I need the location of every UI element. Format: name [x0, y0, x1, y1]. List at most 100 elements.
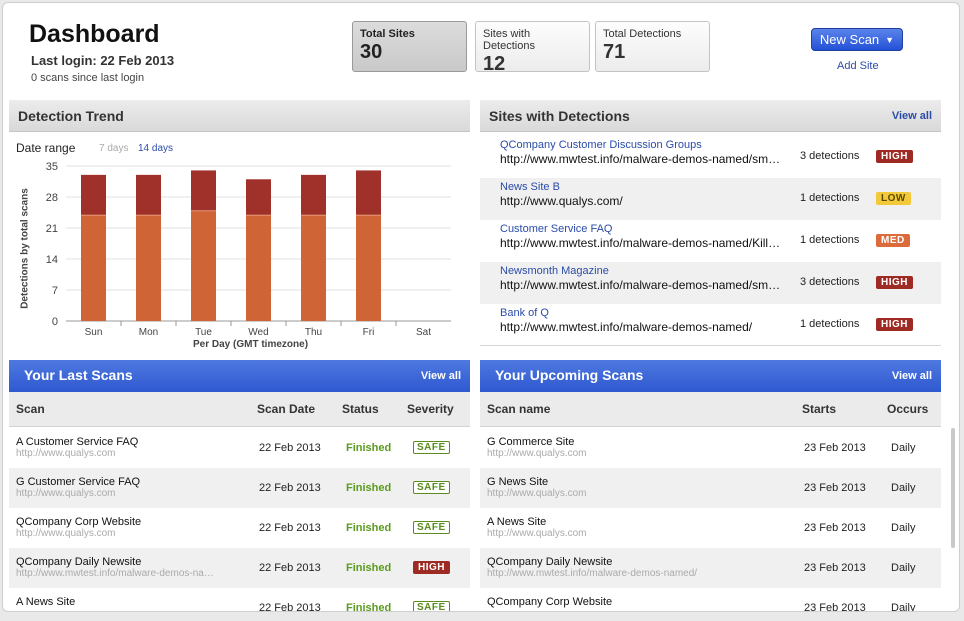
bar-segment	[246, 214, 271, 321]
site-url: http://www.mwtest.info/malware-demos-nam…	[500, 152, 781, 166]
table-row[interactable]: A Customer Service FAQ http://www.qualys.…	[9, 428, 470, 468]
column-header-starts[interactable]: Starts	[802, 402, 837, 416]
table-row[interactable]: G Customer Service FAQ http://www.qualys.…	[9, 468, 470, 508]
x-tick-label: Sun	[85, 327, 103, 338]
detection-trend-title: Detection Trend	[18, 108, 124, 124]
column-header-status[interactable]: Status	[342, 402, 379, 416]
page-title: Dashboard	[29, 20, 160, 48]
scan-status: Finished	[346, 482, 392, 494]
detection-count: 1 detections	[800, 192, 860, 204]
site-name-link[interactable]: News Site B	[500, 181, 560, 193]
column-header-scan[interactable]: Scan	[16, 402, 45, 416]
scan-date: 22 Feb 2013	[259, 442, 321, 454]
severity-badge: SAFE	[413, 441, 450, 454]
sites-detections-title: Sites with Detections	[489, 108, 630, 124]
site-name-link[interactable]: QCompany Customer Discussion Groups	[500, 139, 702, 151]
table-row[interactable]: G News Site http://www.qualys.com 23 Feb 2…	[480, 468, 941, 508]
upcoming-scans-scrollbar[interactable]	[951, 428, 955, 548]
column-header-scan-date[interactable]: Scan Date	[257, 402, 316, 416]
table-row[interactable]: QCompany Daily Newsite http://www.mwtest.…	[9, 548, 470, 588]
scan-name: QCompany Daily Newsite	[16, 556, 142, 568]
scan-occurs: Daily	[891, 602, 916, 612]
stat-total-sites[interactable]: Total Sites 30	[352, 21, 467, 72]
stat-value: 71	[603, 41, 626, 63]
add-site-link[interactable]: Add Site	[837, 60, 879, 72]
scan-status: Finished	[346, 442, 392, 454]
severity-badge: SAFE	[413, 481, 450, 494]
date-range-label: Date range	[16, 141, 76, 155]
scan-starts: 23 Feb 2013	[804, 442, 866, 454]
scan-status: Finished	[346, 522, 392, 534]
y-tick-label: 28	[46, 192, 58, 204]
last-login-text: Last login: 22 Feb 2013	[31, 53, 175, 68]
scan-url: http://www.mwtest.info/malware-demos-na…	[16, 568, 214, 579]
table-row[interactable]: QCompany Corp Website 23 Feb 2013 Daily	[480, 588, 941, 612]
scan-name: QCompany Corp Website	[16, 516, 142, 528]
upcoming-scans-table-header: Scan name Starts Occurs	[480, 392, 941, 427]
sites-detections-view-all-link[interactable]: View all	[891, 110, 932, 122]
chart-x-axis-label: Per Day (GMT timezone)	[193, 339, 309, 350]
y-tick-label: 35	[46, 161, 58, 173]
bar-segment	[191, 170, 216, 211]
detection-count: 1 detections	[800, 318, 860, 330]
detection-count: 3 detections	[800, 276, 860, 288]
upcoming-scans-view-all-link[interactable]: View all	[891, 370, 932, 382]
site-url: http://www.qualys.com/	[500, 194, 623, 208]
upcoming-scans-title: Your Upcoming Scans	[495, 367, 644, 383]
site-name-link[interactable]: Customer Service FAQ	[500, 223, 613, 235]
site-name-link[interactable]: Bank of Q	[500, 307, 549, 319]
site-detection-row[interactable]: Newsmonth Magazine http://www.mwtest.info…	[480, 262, 941, 304]
bar-segment	[356, 170, 381, 215]
bar-segment	[301, 214, 326, 321]
bar-segment	[301, 174, 326, 215]
new-scan-button[interactable]: New Scan ▼	[811, 28, 903, 51]
scan-date: 22 Feb 2013	[259, 522, 321, 534]
column-header-severity[interactable]: Severity	[407, 402, 454, 416]
y-tick-label: 7	[52, 285, 58, 297]
range-7-days[interactable]: 7 days	[99, 143, 129, 154]
column-header-scan-name[interactable]: Scan name	[487, 402, 551, 416]
scan-url: http://www.qualys.com	[487, 488, 587, 499]
column-header-occurs[interactable]: Occurs	[887, 402, 929, 416]
detection-count: 3 detections	[800, 150, 860, 162]
last-scans-header: Your Last Scans View all	[9, 360, 470, 392]
bar-segment	[81, 214, 106, 321]
x-tick-label: Thu	[305, 327, 322, 338]
y-tick-label: 0	[52, 316, 58, 328]
stat-label: Sites with Detections	[483, 28, 535, 52]
sites-detections-header: Sites with Detections View all	[480, 100, 941, 132]
stat-value: 12	[483, 53, 506, 75]
site-name-link[interactable]: Newsmonth Magazine	[500, 265, 609, 277]
severity-badge: MED	[876, 234, 910, 247]
last-scans-view-all-link[interactable]: View all	[420, 370, 461, 382]
x-tick-label: Sat	[416, 327, 431, 338]
x-tick-label: Wed	[248, 327, 268, 338]
severity-badge: HIGH	[876, 276, 913, 289]
scan-name: A News Site	[16, 596, 76, 608]
table-row[interactable]: QCompany Corp Website http://www.qualys.c…	[9, 508, 470, 548]
bar-segment	[136, 174, 161, 215]
table-row[interactable]: A News Site 22 Feb 2013 Finished SAFE	[9, 588, 470, 611]
new-scan-label: New Scan	[819, 32, 880, 47]
bar-segment	[81, 174, 106, 215]
scan-name: QCompany Daily Newsite	[487, 556, 613, 568]
x-tick-label: Tue	[195, 327, 212, 338]
site-detection-row[interactable]: Customer Service FAQ http://www.mwtest.in…	[480, 220, 941, 262]
table-row[interactable]: A News Site http://www.qualys.com 23 Feb 2…	[480, 508, 941, 548]
bar-segment	[136, 214, 161, 321]
site-detection-row[interactable]: QCompany Customer Discussion Groups http:…	[480, 136, 941, 178]
scan-name: QCompany Corp Website	[487, 596, 613, 608]
stat-sites-with-detections[interactable]: Sites with Detections 12	[475, 21, 590, 75]
table-row[interactable]: G Commerce Site http://www.qualys.com 23 F…	[480, 428, 941, 468]
bar-segment	[356, 214, 381, 321]
severity-badge: SAFE	[413, 601, 450, 611]
site-url: http://www.mwtest.info/malware-demos-nam…	[500, 278, 781, 292]
stat-total-detections[interactable]: Total Detections 71	[595, 21, 710, 72]
scan-starts: 23 Feb 2013	[804, 562, 866, 574]
range-14-days[interactable]: 14 days	[138, 143, 174, 154]
scan-status: Finished	[346, 562, 392, 574]
table-row[interactable]: QCompany Daily Newsite http://www.mwtest.…	[480, 548, 941, 588]
severity-badge: LOW	[876, 192, 911, 205]
